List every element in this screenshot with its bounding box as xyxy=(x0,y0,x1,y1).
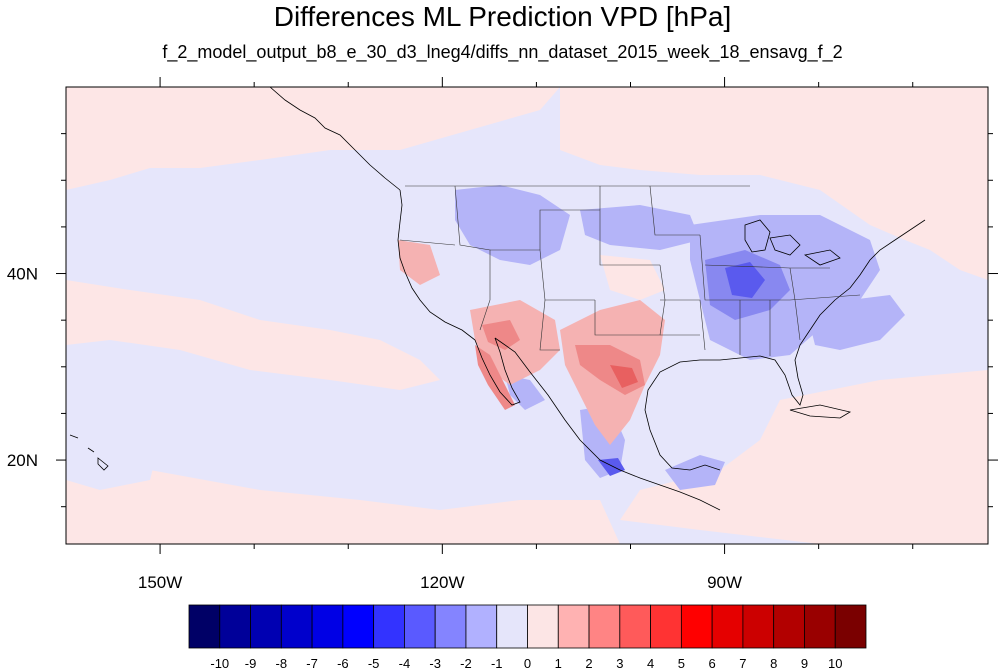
colorbar-swatch xyxy=(434,604,467,649)
colorbar-swatch xyxy=(773,604,805,649)
colorbar-label: -1 xyxy=(491,656,503,671)
colorbar-swatch xyxy=(527,604,559,649)
colorbar-swatch xyxy=(219,604,251,649)
colorbar-swatch xyxy=(680,604,713,649)
colorbar-label: 5 xyxy=(678,656,685,671)
colorbar-swatch xyxy=(311,604,344,649)
colorbar-swatch xyxy=(619,604,651,649)
field-neg-northwest xyxy=(455,185,570,265)
field-neg-atlantic-coast xyxy=(810,295,905,350)
colorbar-label: -10 xyxy=(210,656,229,671)
colorbar-swatch xyxy=(373,604,405,649)
colorbar-swatch xyxy=(342,604,375,649)
field-neg-baja xyxy=(505,375,545,410)
field-pos-north-atlantic xyxy=(560,87,988,280)
field-neg-northeast xyxy=(805,240,870,280)
colorbar-label: -9 xyxy=(245,656,257,671)
field-neg-yucatan xyxy=(665,455,725,490)
colorbar-label: 8 xyxy=(770,656,777,671)
axis-ticks: 150W 120W 90W 40N 20N xyxy=(7,77,998,592)
colorbar-label: -3 xyxy=(429,656,441,671)
field-pos-tropical-east xyxy=(66,460,620,544)
chart-title: Differences ML Prediction VPD [hPa] xyxy=(273,1,732,32)
colorbar-label: 3 xyxy=(616,656,623,671)
lon-tick-label: 120W xyxy=(420,573,464,592)
state-borders xyxy=(399,185,861,356)
colorbar-label: -4 xyxy=(399,656,411,671)
colorbar-swatch xyxy=(804,604,836,649)
colorbar-swatch xyxy=(280,604,313,649)
colorbar-label: 10 xyxy=(828,656,842,671)
colorbar-swatch xyxy=(711,604,744,649)
colorbar-label: 4 xyxy=(647,656,654,671)
colorbar-label: 1 xyxy=(555,656,562,671)
field-pos-subtropical-pacific xyxy=(66,280,440,390)
field-neg-northern-plains xyxy=(580,205,700,250)
coastlines xyxy=(69,87,926,511)
colorbar-label: -5 xyxy=(368,656,380,671)
colorbar-swatch xyxy=(742,604,775,649)
colorbar-swatch xyxy=(588,604,621,649)
colorbar-swatch xyxy=(650,604,682,649)
colorbar-label: -6 xyxy=(337,656,349,671)
field-pos-texas-max xyxy=(610,365,638,388)
field-pos-plains xyxy=(600,255,665,300)
field-pos-caribbean xyxy=(620,370,988,544)
colorbar-swatch xyxy=(557,604,590,649)
field-pos-baja xyxy=(475,345,515,410)
field-pos-arizona-core xyxy=(482,320,520,350)
colorbar-swatch xyxy=(404,604,436,649)
colorbar-label: -2 xyxy=(460,656,472,671)
field-pos-california xyxy=(398,240,440,285)
map-frame xyxy=(65,86,989,545)
colorbar: -10 -9 -8 -7 -6 -5 -4 -3 -2 -1 0 1 2 3 4 5 6 7 8 9 10 xyxy=(188,604,867,671)
field-pos-north-pacific xyxy=(66,87,560,190)
colorbar-swatch xyxy=(496,604,528,649)
lat-tick-label: 40N xyxy=(7,265,38,284)
colorbar-swatch xyxy=(250,604,282,649)
colorbar-label: 2 xyxy=(585,656,592,671)
colorbar-label: -7 xyxy=(306,656,318,671)
colorbar-label: 9 xyxy=(801,656,808,671)
colorbar-swatch xyxy=(188,604,221,649)
colorbar-label: 0 xyxy=(524,656,531,671)
colorbar-label: -8 xyxy=(276,656,288,671)
colorbar-swatch xyxy=(834,604,867,649)
chart-subtitle: f_2_model_output_b8_e_30_d3_lneg4/diffs_… xyxy=(162,42,843,62)
map-plot-area xyxy=(66,87,988,544)
field-neg-ohio-deep xyxy=(725,262,765,298)
lat-tick-label: 20N xyxy=(7,451,38,470)
colorbar-label: 7 xyxy=(739,656,746,671)
lon-tick-label: 150W xyxy=(138,573,182,592)
field-neg-hawaii xyxy=(66,415,160,490)
lon-tick-label: 90W xyxy=(707,573,742,592)
colorbar-swatch xyxy=(465,604,498,649)
colorbar-label: 6 xyxy=(709,656,716,671)
